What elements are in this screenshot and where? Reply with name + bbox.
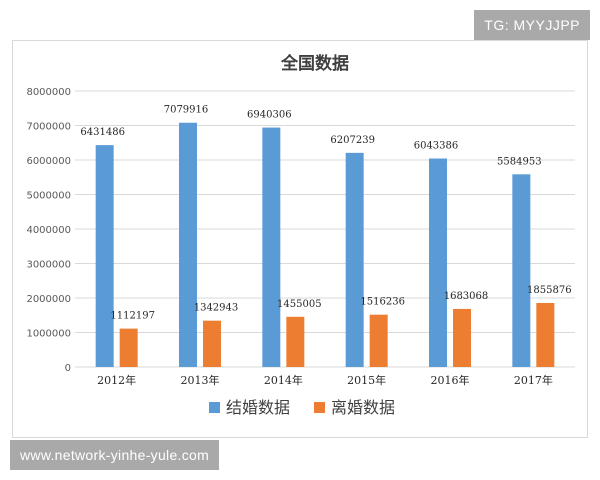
chart-title: 全国数据 bbox=[280, 53, 349, 74]
y-tick-label: 6000000 bbox=[26, 156, 71, 167]
bar-marriage bbox=[512, 174, 531, 367]
y-tick-label: 7000000 bbox=[26, 122, 71, 133]
bar-divorce bbox=[453, 308, 471, 367]
x-tick-label: 2013年 bbox=[181, 373, 220, 387]
bar-marriage bbox=[95, 145, 114, 367]
y-tick-label: 4000000 bbox=[26, 225, 71, 236]
data-label: 6940306 bbox=[247, 110, 292, 121]
bar-marriage bbox=[429, 158, 447, 367]
bar-divorce bbox=[369, 314, 388, 367]
data-label: 1516236 bbox=[360, 297, 405, 308]
bar-divorce bbox=[203, 320, 221, 367]
x-tick-label: 2016年 bbox=[431, 373, 470, 387]
x-tick-label: 2015年 bbox=[347, 373, 386, 387]
y-tick-label: 5000000 bbox=[26, 191, 71, 202]
data-label: 1342943 bbox=[194, 303, 239, 314]
bar-divorce bbox=[536, 302, 555, 367]
bar-marriage bbox=[179, 122, 197, 368]
data-label: 1455005 bbox=[277, 299, 322, 310]
watermark-top: TG: MYYJJPP bbox=[474, 10, 590, 40]
data-label: 1855876 bbox=[527, 285, 572, 296]
x-tick-label: 2012年 bbox=[97, 373, 136, 387]
legend-label: 结婚数据 bbox=[226, 398, 290, 417]
watermark-bottom: www.network-yinhe-yule.com bbox=[10, 440, 220, 470]
x-tick-label: 2017年 bbox=[514, 373, 553, 387]
y-tick-label: 0 bbox=[65, 363, 71, 374]
bar-chart: 全国数据 0 1000000 2000000 3000000 4000000 5000000… bbox=[26, 53, 575, 417]
bar-marriage bbox=[345, 152, 364, 367]
data-label: 6207239 bbox=[330, 135, 375, 146]
legend-swatch bbox=[314, 402, 325, 413]
bar-marriage bbox=[262, 127, 281, 367]
data-label: 5584953 bbox=[497, 156, 542, 167]
bar-divorce bbox=[119, 328, 138, 367]
y-tick-label: 8000000 bbox=[26, 87, 71, 98]
data-label: 1683068 bbox=[444, 291, 489, 302]
legend-label: 离婚数据 bbox=[331, 398, 395, 417]
data-label: 1112197 bbox=[110, 311, 155, 322]
data-label: 7079916 bbox=[164, 105, 209, 116]
y-tick-label: 3000000 bbox=[26, 260, 71, 271]
data-label: 6043386 bbox=[414, 141, 459, 152]
y-tick-label: 2000000 bbox=[26, 294, 71, 305]
data-label: 6431486 bbox=[80, 127, 125, 138]
legend-swatch bbox=[209, 402, 220, 413]
chart-frame: 全国数据 0 1000000 2000000 3000000 4000000 5000000… bbox=[12, 40, 588, 438]
bar-divorce bbox=[286, 316, 305, 367]
y-tick-label: 1000000 bbox=[26, 329, 71, 340]
x-tick-label: 2014年 bbox=[264, 373, 303, 387]
